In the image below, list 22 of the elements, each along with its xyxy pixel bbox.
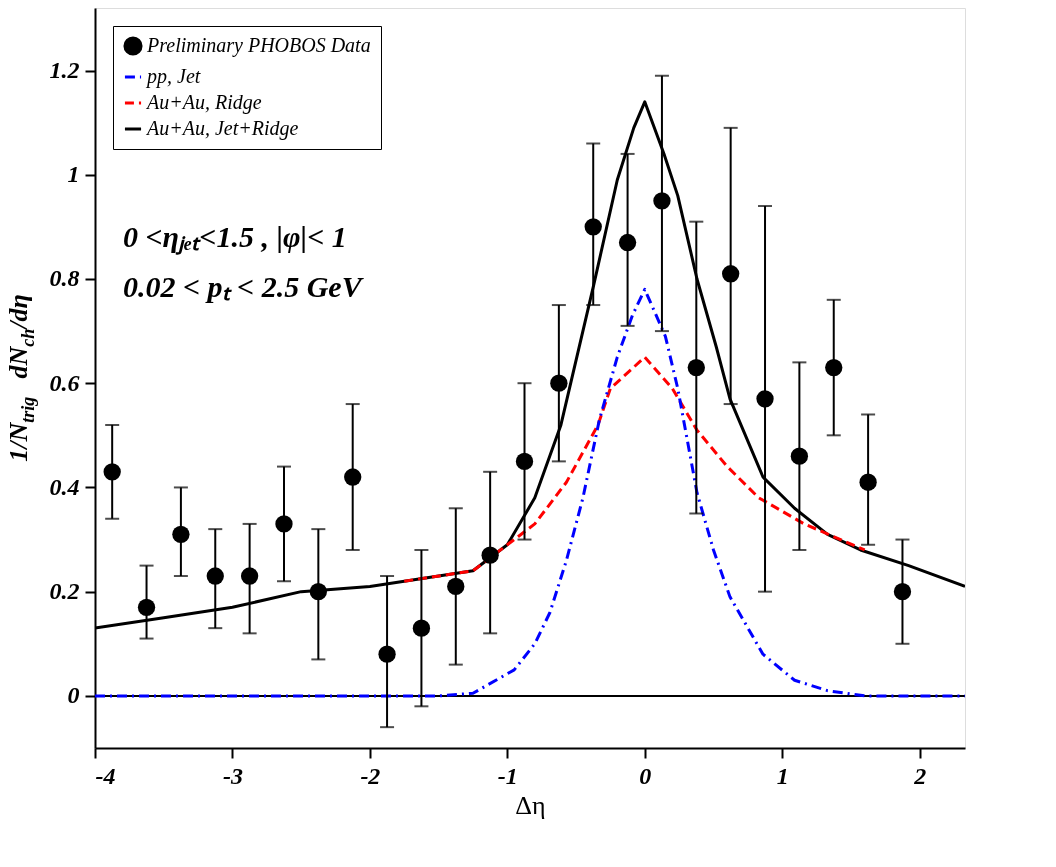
x-tick-label: -4 — [95, 762, 116, 789]
legend-label: pp, Jet — [145, 65, 201, 88]
x-tick-label: -3 — [222, 762, 243, 789]
y-tick-label: 0.4 — [49, 473, 80, 500]
y-tick-label: 0.8 — [49, 265, 80, 292]
y-tick-label: 0.6 — [49, 369, 80, 396]
y-tick-label: 1 — [67, 161, 80, 188]
legend-label: Au+Au, Ridge — [145, 91, 262, 114]
x-tick-label: -1 — [497, 762, 518, 789]
x-tick-label: -2 — [360, 762, 381, 789]
y-tick-label: 0.2 — [49, 578, 80, 605]
annotation: 0.02 < pₜ < 2.5 GeV — [123, 270, 365, 303]
x-axis-title: Δη — [515, 790, 546, 820]
x-tick-label: 2 — [913, 762, 927, 789]
legend-label: Preliminary PHOBOS Data — [146, 34, 371, 57]
x-tick-label: 0 — [639, 762, 652, 789]
y-tick-label: 1.2 — [49, 57, 80, 84]
x-tick-label: 1 — [776, 762, 789, 789]
legend-label: Au+Au, Jet+Ridge — [145, 117, 299, 140]
annotation: 0 <ηⱼₑₜ<1.5 , |φ|< 1 — [123, 220, 347, 255]
y-tick-label: 0 — [67, 682, 80, 709]
y-axis-title: 1/Ntrig dNch/dη — [4, 294, 38, 462]
